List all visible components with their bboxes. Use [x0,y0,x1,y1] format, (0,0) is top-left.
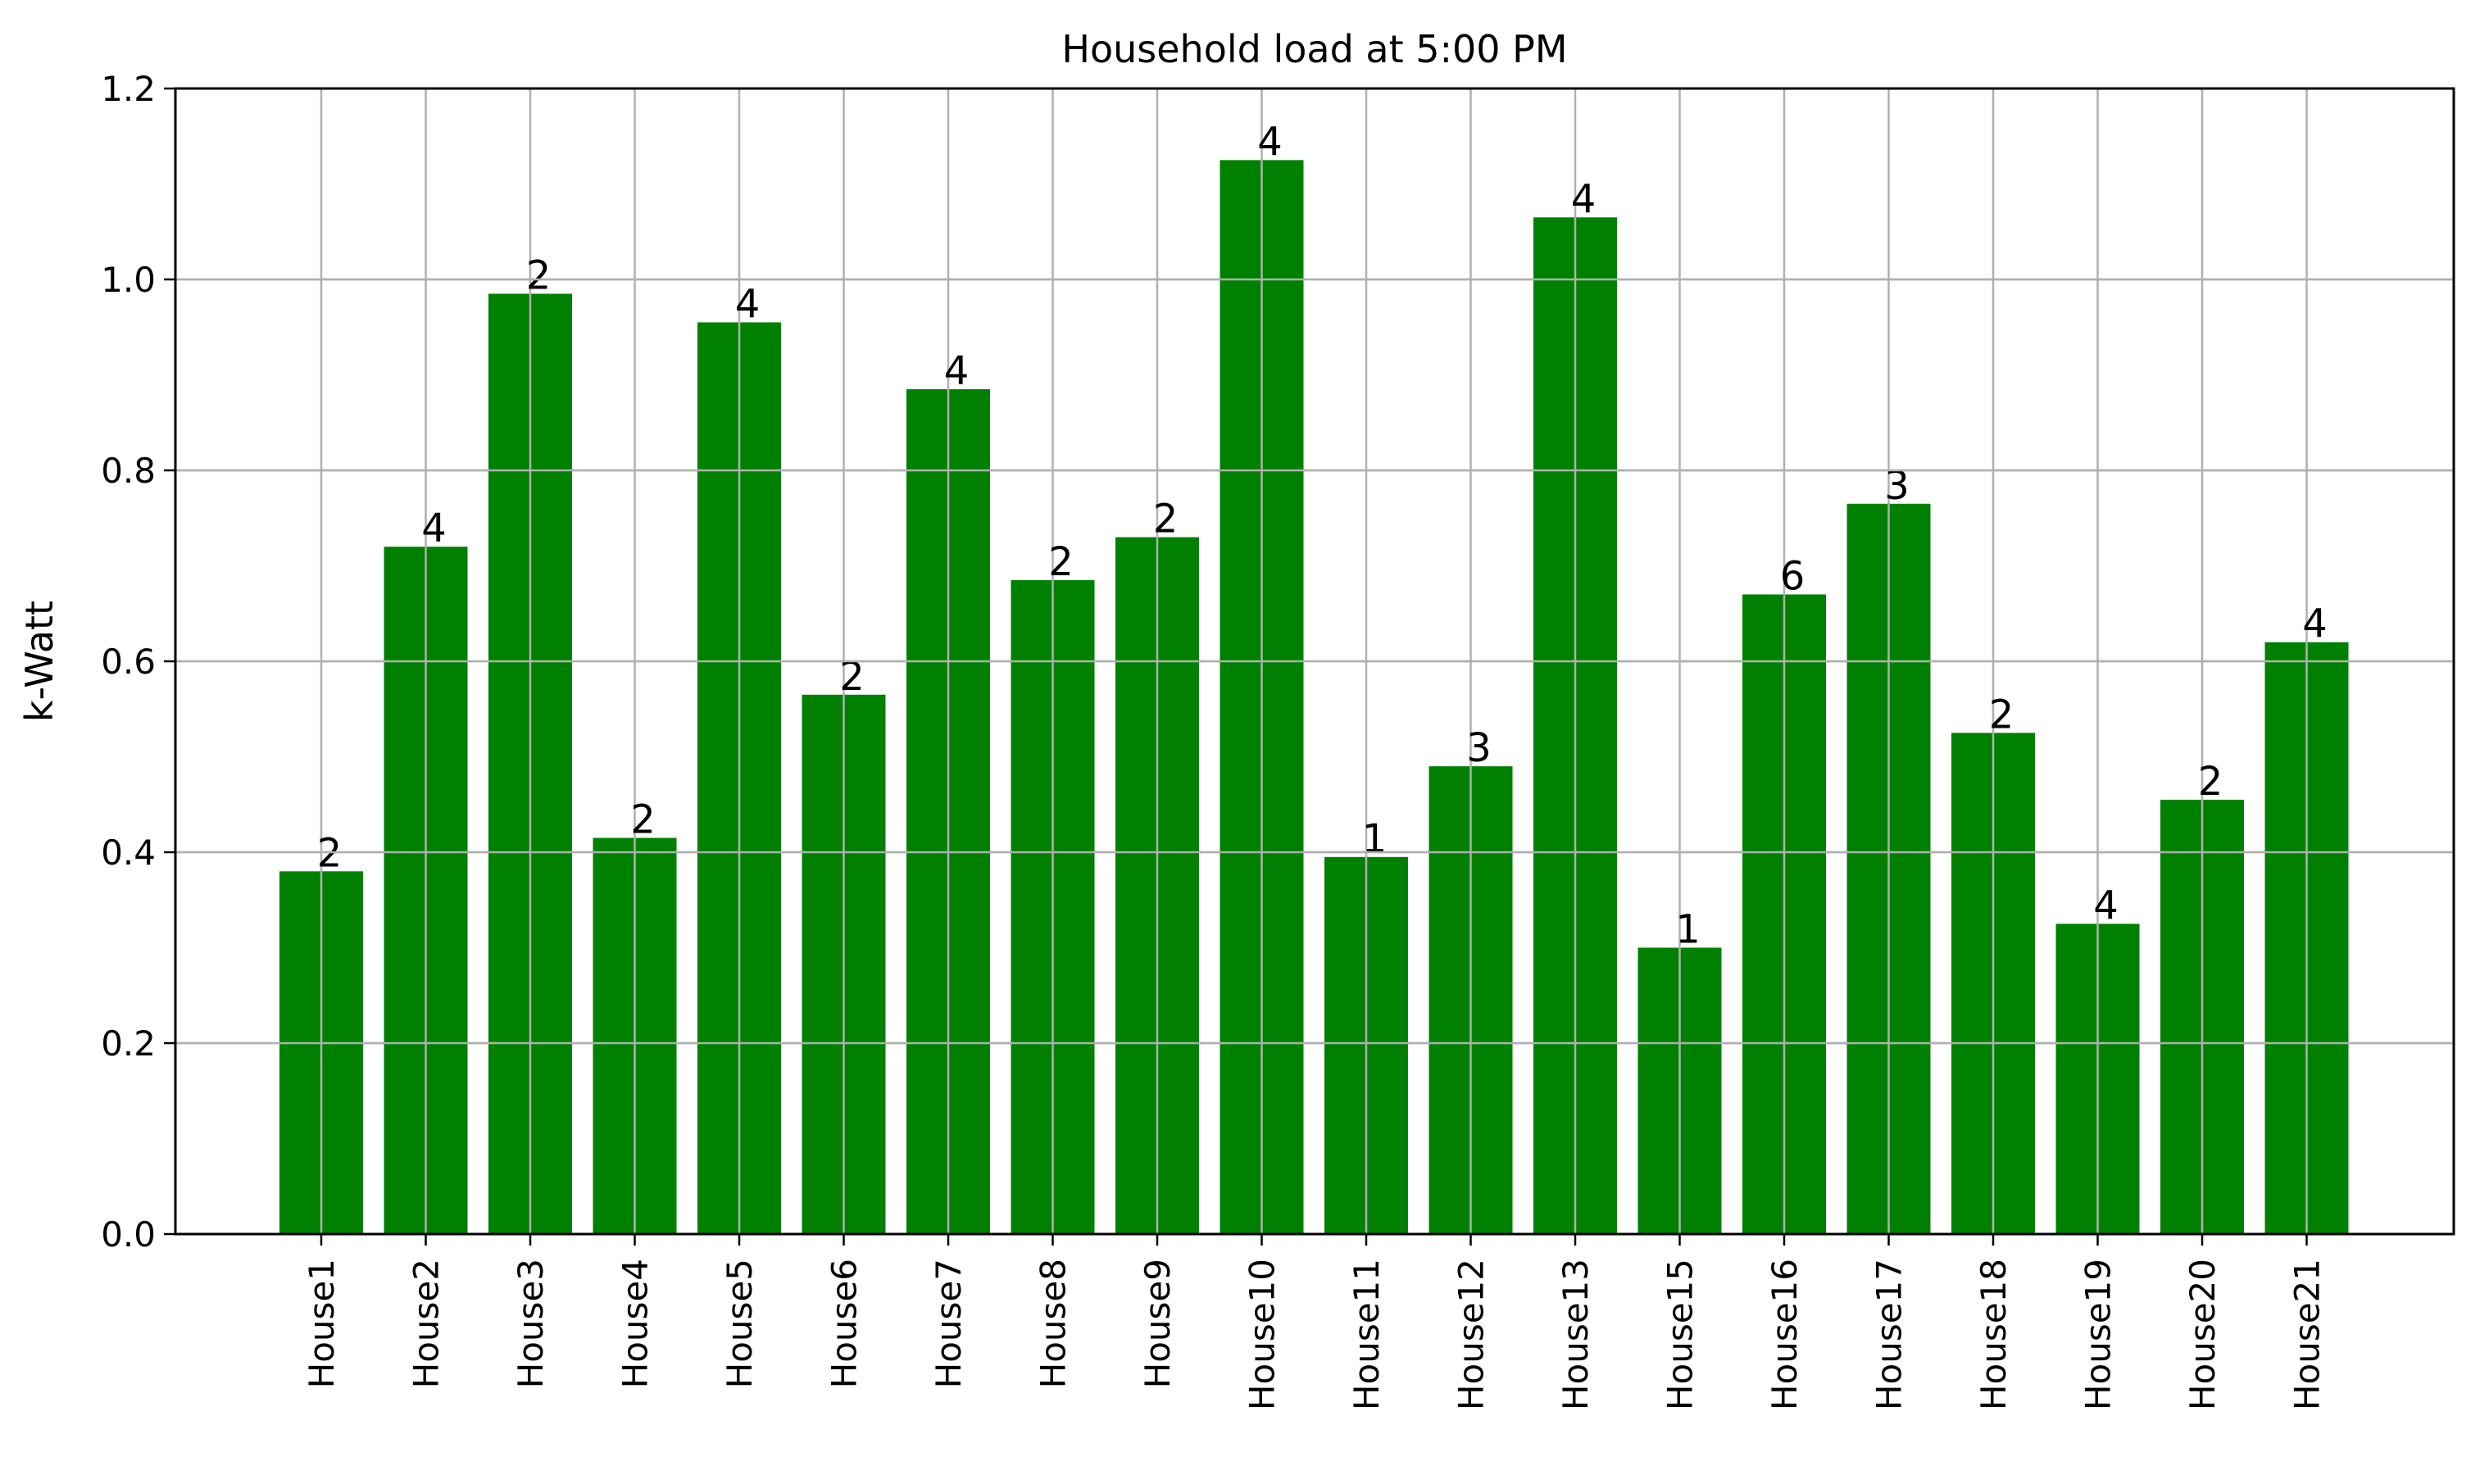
x-tick-label: House2 [407,1259,447,1388]
bar-value-label: 6 [1780,553,1805,599]
y-axis-label: k-Watt [17,601,61,722]
bar-value-label: 2 [2198,759,2223,805]
x-axis-ticks: House1 House2 House3 House4 House5 House6 Hous… [302,1234,2328,1410]
x-tick-label: House21 [2287,1259,2328,1410]
y-tick-label: 0.8 [101,451,156,491]
x-tick-label: House12 [1451,1259,1492,1410]
x-tick-label: House4 [615,1259,656,1388]
bar-value-label: 2 [1153,497,1179,542]
bar-value-label: 4 [2302,601,2328,647]
bar-value-label: 4 [1571,176,1597,222]
y-tick-label: 0.6 [101,642,156,682]
bar-value-label: 4 [735,281,761,327]
x-tick-label: House10 [1242,1259,1283,1410]
bars [279,160,2349,1235]
bar-value-label: 3 [1466,725,1492,771]
bar-value-label: 1 [1362,816,1388,862]
y-axis-ticks: 0.0 0.2 0.4 0.6 0.8 1.0 1.2 [101,69,175,1255]
bar-value-label: 4 [944,348,970,394]
x-tick-label: House11 [1347,1259,1387,1410]
bar-value-label: 4 [2093,883,2119,928]
y-tick-label: 0.4 [101,833,156,873]
bar-value-label: 2 [317,830,343,876]
chart-title: Household load at 5:00 PM [1061,27,1567,71]
x-tick-label: House16 [1765,1259,1805,1410]
x-tick-label: House20 [2182,1259,2223,1410]
bar-value-label: 2 [630,797,656,843]
bar-value-label: 2 [1048,539,1074,585]
x-tick-label: House18 [1974,1259,2014,1410]
x-tick-label: House5 [720,1259,760,1388]
bar-value-label: 4 [1257,119,1283,165]
x-tick-label: House3 [511,1259,551,1388]
x-tick-label: House9 [1138,1259,1178,1388]
x-tick-label: House7 [929,1259,969,1388]
x-tick-label: House1 [302,1259,342,1388]
bar-value-label: 4 [421,506,447,551]
x-tick-label: House6 [824,1259,865,1388]
y-tick-label: 0.0 [101,1214,156,1255]
x-tick-label: House19 [2078,1259,2119,1410]
x-tick-label: House13 [1556,1259,1596,1410]
x-tick-label: House17 [1869,1259,1910,1410]
x-tick-label: House15 [1660,1259,1701,1410]
bar-value-label: 2 [1989,692,2014,737]
x-tick-label: House8 [1033,1259,1074,1388]
y-tick-label: 1.2 [101,69,156,109]
bar-value-label: 2 [526,252,552,298]
bar-value-label: 1 [1675,907,1701,953]
y-tick-label: 1.0 [101,260,156,300]
y-tick-label: 0.2 [101,1023,156,1064]
